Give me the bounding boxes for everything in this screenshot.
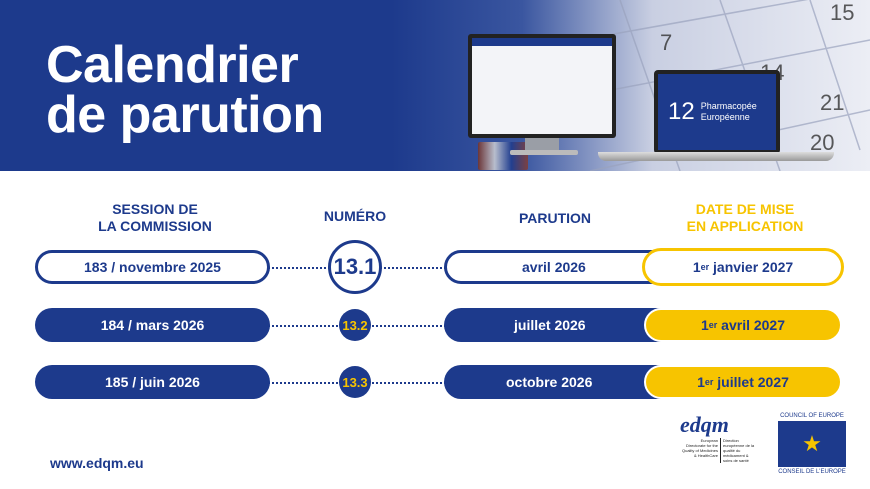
title-line-1: Calendrier: [46, 36, 299, 94]
coe-bottom-text: CONSEIL DE L'EUROPE: [778, 469, 846, 475]
application-pill: 1 er juillet 2027: [644, 365, 842, 399]
edqm-logo: edqm European Directorate for the Qualit…: [680, 412, 760, 463]
vials-image: [478, 142, 528, 170]
application-day: 1: [692, 259, 701, 275]
laptop-text-1: Pharmacopée: [700, 101, 757, 111]
edqm-name-fr: Direction européenne de la qualité du mé…: [720, 438, 758, 463]
laptop-text-2: Européenne: [700, 112, 750, 122]
laptop-image: 12 Pharmacopée Européenne: [654, 70, 780, 154]
header-numero: NUMÉRO: [323, 208, 387, 224]
session-pill: 184 / mars 2026: [35, 308, 270, 342]
application-day: 1: [697, 374, 705, 390]
session-pill: 183 / novembre 2025: [35, 250, 270, 284]
svg-text:21: 21: [820, 90, 844, 115]
edqm-wordmark: edqm: [680, 412, 729, 437]
application-rest: janvier 2027: [709, 259, 794, 275]
application-pill: 1 er avril 2027: [644, 308, 842, 342]
monitor-image: [468, 34, 616, 138]
laptop-number: 12: [668, 98, 695, 125]
application-rest: juillet 2027: [713, 374, 789, 390]
title-line-2: de parution: [46, 86, 324, 144]
numero-circle: 13.1: [328, 240, 382, 294]
header-session: SESSION DE LA COMMISSION: [60, 201, 250, 235]
header-application-1: DATE DE MISE: [695, 201, 795, 217]
svg-text:7: 7: [660, 30, 672, 55]
parution-pill: octobre 2026: [444, 365, 674, 399]
application-sup: er: [704, 377, 714, 387]
header-session-1: SESSION DE: [112, 201, 198, 217]
svg-text:20: 20: [810, 130, 834, 155]
numero-circle: 13.3: [339, 366, 371, 398]
monitor-base: [510, 150, 578, 155]
header-session-2: LA COMMISSION: [98, 218, 212, 234]
coe-flag-icon: ★: [778, 421, 846, 467]
application-pill: 1 er janvier 2027: [642, 248, 844, 286]
numero-circle: 13.2: [339, 309, 371, 341]
header-parution: PARUTION: [518, 210, 592, 226]
coe-top-text: COUNCIL OF EUROPE: [780, 413, 844, 419]
header-application-2: EN APPLICATION: [686, 218, 804, 234]
application-day: 1: [700, 317, 709, 333]
page-title: Calendrier de parution: [46, 36, 324, 144]
parution-pill: juillet 2026: [444, 308, 674, 342]
header-application: DATE DE MISE EN APPLICATION: [650, 201, 840, 235]
council-of-europe-logo: COUNCIL OF EUROPE ★ CONSEIL DE L'EUROPE: [778, 413, 846, 475]
application-rest: avril 2027: [717, 317, 786, 333]
monitor-stand: [525, 138, 559, 152]
session-pill: 185 / juin 2026: [35, 365, 270, 399]
edqm-name-en: European Directorate for the Quality of …: [681, 438, 718, 458]
svg-text:15: 15: [830, 0, 854, 25]
application-sup: er: [700, 262, 710, 272]
application-sup: er: [708, 320, 718, 330]
parution-pill: avril 2026: [444, 250, 674, 284]
laptop-base: [598, 152, 834, 161]
website-link[interactable]: www.edqm.eu: [50, 455, 144, 471]
